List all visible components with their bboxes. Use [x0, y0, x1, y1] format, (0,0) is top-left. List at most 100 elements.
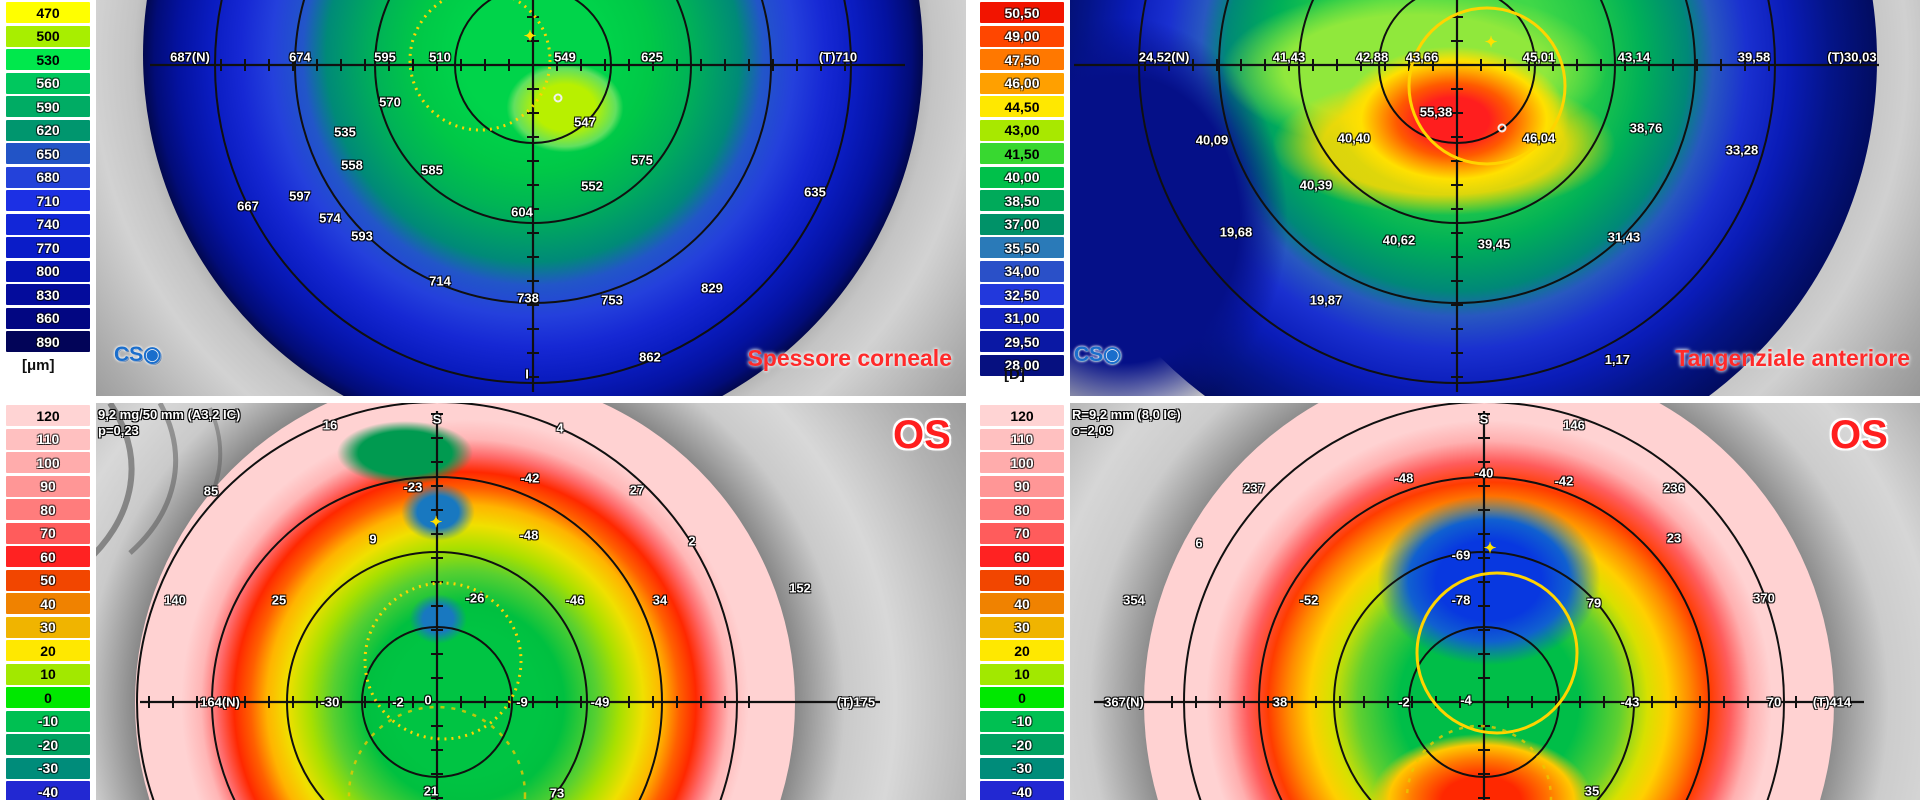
map-value-label: 552: [581, 178, 603, 194]
map-value-label: 0: [424, 692, 432, 708]
header-line2: p=0,23: [98, 423, 139, 438]
map-value-label: 43,66: [1405, 49, 1439, 65]
scale-step: 60: [6, 546, 90, 567]
map-value-label: 687(N): [170, 49, 210, 65]
map-value-label: 21: [423, 783, 439, 799]
map-value-label: 370: [1753, 590, 1775, 606]
color-scale-elevation: 120 110 100 90 80 70 60 50 40 30 20 10 0 -10 -20 -30 -40: [0, 403, 96, 800]
map-value-label: 4: [556, 420, 564, 436]
map-value-label: -69: [1451, 547, 1471, 563]
map-value-label: 39,58: [1737, 49, 1771, 65]
scale-step: 70: [6, 522, 90, 544]
map-panel-elevation-left[interactable]: ✦ S 16 4 85 -23 -42 27 9 -48 2 140 25 -26 -46 34 152 164…: [0, 403, 966, 800]
map-value-label: 152: [789, 580, 811, 596]
map-value-label: 2: [688, 533, 696, 549]
map-title-tangential: Tangenziale anteriore: [1675, 345, 1910, 371]
map-value-label: 35: [1584, 783, 1600, 799]
map-value-label: 674: [289, 49, 311, 65]
map-value-label: 40,09: [1195, 132, 1229, 148]
scale-step: 590: [6, 96, 90, 117]
depression-blob-central: [402, 588, 474, 650]
scale-step: 90: [6, 475, 90, 497]
scale-step: 800: [6, 260, 90, 282]
scale-step: 740: [6, 213, 90, 235]
map-value-label: 535: [334, 124, 356, 140]
map-value-label: 39,45: [1477, 236, 1511, 252]
map-value-label: 43,14: [1617, 49, 1651, 65]
map-value-label: 575: [631, 152, 653, 168]
map-value-label: -30: [320, 694, 340, 710]
map-value-label: 625: [641, 49, 663, 65]
scale-step: 120: [980, 405, 1064, 426]
map-value-label: 547: [574, 114, 596, 130]
map-value-label: -52: [1299, 592, 1319, 608]
map-value-label: 667: [237, 198, 259, 214]
scale-step: 110: [6, 428, 90, 450]
color-scale-tangential: 50,50 49,00 47,50 46,00 44,50 43,00 41,50 40,00…: [974, 0, 1070, 396]
map-panel-elevation-right[interactable]: ✦ S 146 237 -48 -40 -42 236 6 -69 23 354 -52 -78 79 37…: [974, 403, 1920, 800]
map-value-label: I: [525, 366, 529, 382]
map-value-label: 862: [639, 349, 661, 365]
scale-step: 530: [6, 49, 90, 70]
map-value-label: 6: [1195, 535, 1203, 551]
map-value-label: (T)175: [836, 694, 876, 710]
map-value-label: S: [1479, 411, 1489, 427]
scale-step: 38,50: [980, 190, 1064, 211]
scale-step: -10: [980, 710, 1064, 732]
map-value-label: 236: [1663, 480, 1685, 496]
scale-step: 710: [6, 190, 90, 211]
map-value-label: (T)414: [1812, 694, 1852, 710]
scale-step: 44,50: [980, 96, 1064, 117]
map-value-label: 714: [429, 273, 451, 289]
scale-step: 49,00: [980, 25, 1064, 47]
map-value-label: 27: [629, 482, 645, 498]
scale-step: -30: [6, 757, 90, 779]
scale-step: 0: [980, 687, 1064, 708]
map-value-label: 73: [549, 785, 565, 800]
scale-step: 30: [980, 616, 1064, 638]
map-value-label: 753: [601, 292, 623, 308]
map-value-label: S: [432, 411, 442, 427]
scale-step: 46,00: [980, 72, 1064, 94]
scale-step: 80: [980, 499, 1064, 520]
scale-step: 60: [980, 546, 1064, 567]
map-value-label: -49: [590, 694, 610, 710]
map-value-label: 45,01: [1522, 49, 1556, 65]
scale-step: 860: [6, 307, 90, 329]
map-value-label: 38,76: [1629, 120, 1663, 136]
map-panel-pachymetry[interactable]: ✦ 687(N) 674 595 510 549 625 (T)710 570 535 547 55…: [0, 0, 966, 396]
scale-step: -20: [6, 734, 90, 755]
map-value-label: 42,88: [1355, 49, 1389, 65]
scale-step: 470: [6, 2, 90, 23]
map-panel-tangential-anterior[interactable]: ✦ 24,52(N) 41,43 42,88 43,66 45,01 43,14 39,58…: [974, 0, 1920, 396]
scale-step: 50,50: [980, 2, 1064, 23]
map-value-label: 140: [164, 592, 186, 608]
scale-step: 50: [6, 569, 90, 591]
scale-step: 34,00: [980, 260, 1064, 282]
map-value-label: -48: [519, 527, 539, 543]
map-value-label: 549: [554, 49, 576, 65]
scale-step: 650: [6, 143, 90, 164]
scale-step: 29,50: [980, 331, 1064, 352]
map-value-label: -42: [1554, 473, 1574, 489]
eye-side-label: OS: [893, 413, 951, 457]
map-value-label: -4: [1460, 692, 1472, 708]
map-title-pachymetry: Spessore corneale: [747, 345, 952, 371]
map-value-label: 33,28: [1725, 142, 1759, 158]
cso-logo: CS◉: [114, 343, 162, 366]
map-value-label: 635: [804, 184, 826, 200]
scale-step: 50: [980, 569, 1064, 591]
thinnest-zone-blob: [490, 50, 640, 165]
header-line2: o=2,09: [1072, 423, 1113, 438]
header-line1: R=9,2 mm (8,0 IC): [1072, 407, 1181, 422]
header-line1: 9,2 mg/50 mm (A3,2 IC): [98, 407, 241, 422]
scale-step: -10: [6, 710, 90, 732]
map-value-label: -40: [1474, 465, 1494, 481]
scale-step: 30: [6, 616, 90, 638]
map-value-label: 55,38: [1419, 104, 1453, 120]
map-value-label: (T)30,03: [1827, 49, 1877, 65]
map-value-label: -2: [1398, 694, 1410, 710]
cso-logo: CS◉: [1074, 343, 1122, 366]
map-value-label: 367(N): [1104, 694, 1144, 710]
map-value-label: 829: [701, 280, 723, 296]
